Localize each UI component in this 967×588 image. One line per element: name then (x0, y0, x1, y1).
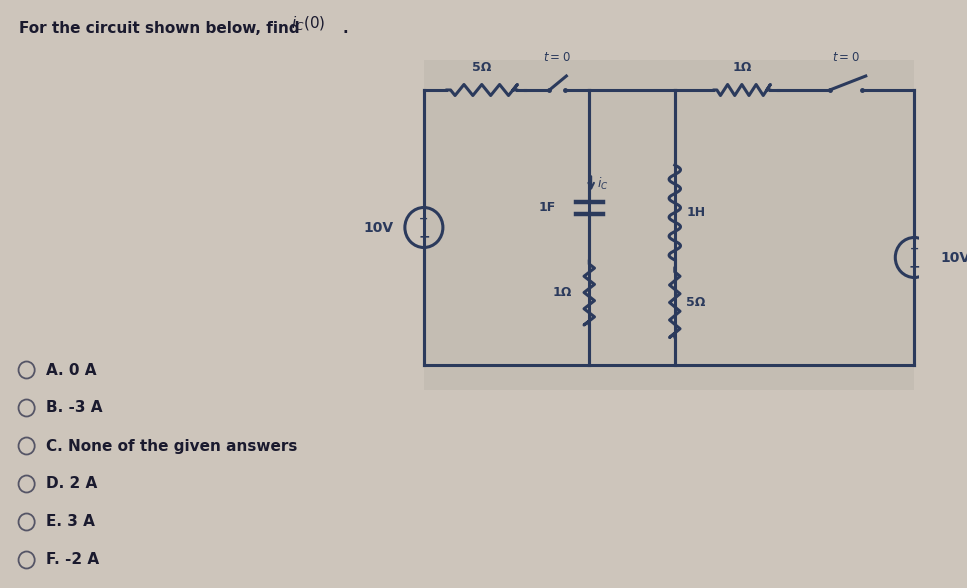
Text: $i_C(0)$: $i_C(0)$ (291, 15, 325, 33)
Text: $i_C$: $i_C$ (597, 175, 608, 192)
Text: 10V: 10V (364, 220, 394, 235)
Text: 1F: 1F (539, 201, 556, 214)
Text: E. 3 A: E. 3 A (45, 514, 95, 530)
Text: 1Ω: 1Ω (732, 61, 751, 74)
FancyBboxPatch shape (424, 60, 914, 390)
Text: 5Ω: 5Ω (687, 296, 706, 309)
Text: −: − (418, 229, 429, 243)
Text: 1H: 1H (687, 206, 705, 219)
Text: 5Ω: 5Ω (472, 61, 491, 74)
Text: .: . (342, 21, 348, 35)
Text: B. -3 A: B. -3 A (45, 400, 103, 416)
Text: C. None of the given answers: C. None of the given answers (45, 439, 297, 453)
Text: For the circuit shown below, find: For the circuit shown below, find (19, 21, 305, 35)
Text: $t=0$: $t=0$ (833, 51, 860, 64)
Text: +: + (910, 243, 919, 253)
Text: $t=0$: $t=0$ (543, 51, 571, 64)
Text: F. -2 A: F. -2 A (45, 553, 99, 567)
Text: A. 0 A: A. 0 A (45, 362, 96, 377)
Text: 1Ω: 1Ω (553, 286, 572, 299)
Text: D. 2 A: D. 2 A (45, 476, 97, 492)
Text: 10V: 10V (941, 250, 967, 265)
Text: −: − (908, 259, 921, 273)
Text: +: + (420, 213, 428, 223)
